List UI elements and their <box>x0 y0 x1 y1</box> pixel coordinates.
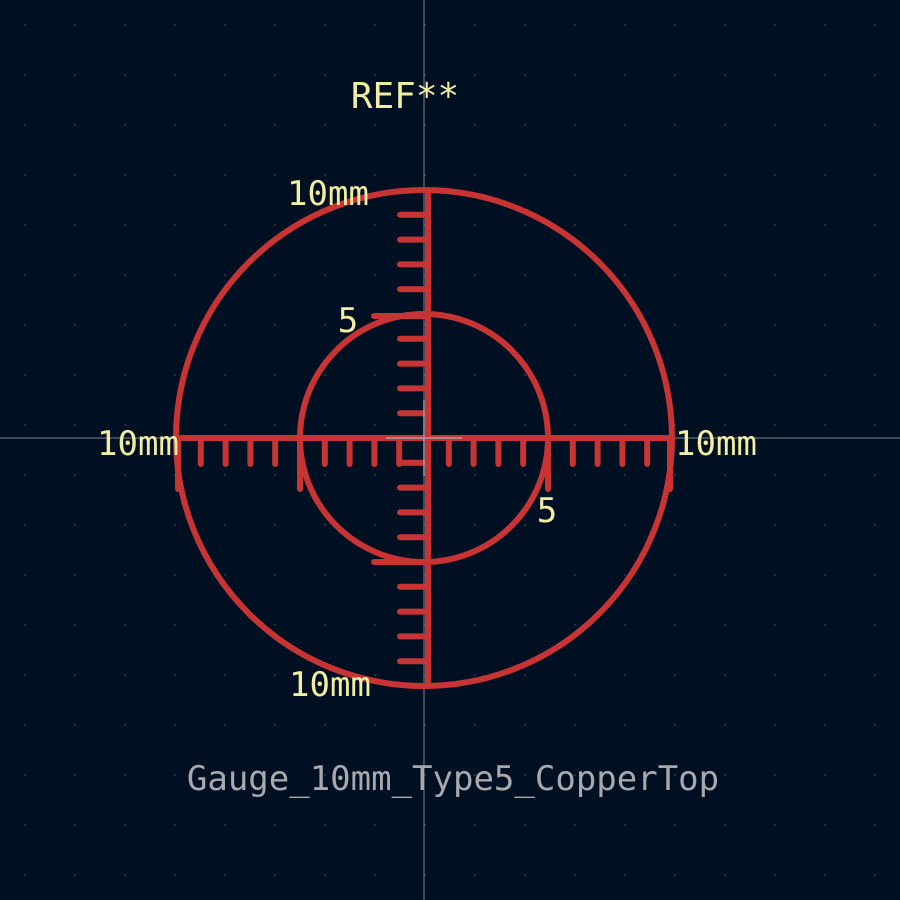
label-inner-right-5: 5 <box>537 491 557 531</box>
label-top-10mm: 10mm <box>287 174 369 214</box>
origin-cursor <box>386 400 462 476</box>
label-bottom-10mm: 10mm <box>289 665 371 705</box>
footprint-value[interactable]: Gauge_10mm_Type5_CopperTop <box>187 759 719 799</box>
horizontal-minor-ticks <box>197 435 651 467</box>
vertical-minor-ticks <box>397 211 431 665</box>
reference-designator[interactable]: REF** <box>351 76 459 117</box>
label-inner-top-5: 5 <box>338 301 358 341</box>
label-right-10mm: 10mm <box>675 424 757 464</box>
label-left-10mm: 10mm <box>97 424 179 464</box>
